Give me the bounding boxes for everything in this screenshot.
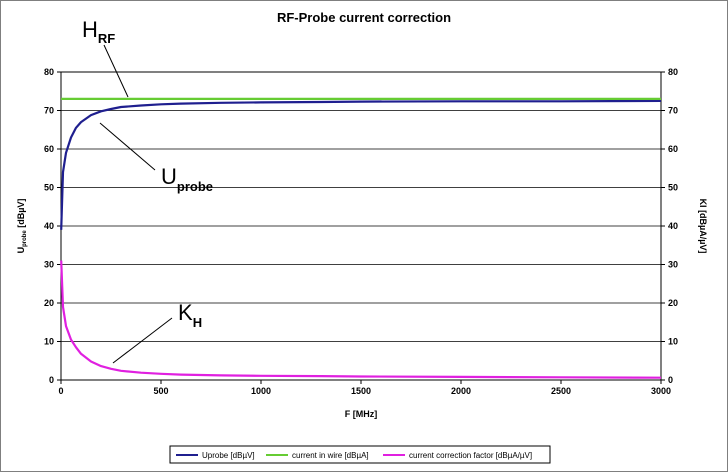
y2-tick-label: 10 <box>668 337 678 347</box>
y-tick-label: 10 <box>44 337 54 347</box>
y-tick-label: 40 <box>44 221 54 231</box>
y2-tick-label: 30 <box>668 260 678 270</box>
legend-label-current: current in wire [dBµA] <box>292 451 369 460</box>
y2-tick-label: 0 <box>668 375 673 385</box>
x-tick-label: 0 <box>58 386 63 396</box>
y-tick-label: 20 <box>44 298 54 308</box>
x-tick-label: 3000 <box>651 386 671 396</box>
chart-title: RF-Probe current correction <box>277 10 451 25</box>
y-tick-label: 80 <box>44 67 54 77</box>
y2-axis-ticks: 0 10 20 30 40 50 60 70 80 <box>661 67 678 385</box>
y-axis-ticks: 0 10 20 30 40 50 60 70 80 <box>44 67 61 385</box>
x-tick-label: 2000 <box>451 386 471 396</box>
callout-pointer-uprobe <box>99 122 156 171</box>
series-layer <box>60 97 662 379</box>
y2-axis-label: KI [dBµA/µV] <box>698 199 708 254</box>
callout-kh-sub: H <box>193 315 202 330</box>
y-tick-label: 70 <box>44 106 54 116</box>
y-tick-label: 30 <box>44 260 54 270</box>
legend-label-uprobe: Uprobe [dBµV] <box>202 451 255 460</box>
x-tick-label: 1500 <box>351 386 371 396</box>
series-line-correction-factor <box>60 260 662 379</box>
y2-tick-label: 40 <box>668 221 678 231</box>
series-line-uprobe <box>60 99 662 230</box>
x-tick-label: 1000 <box>251 386 271 396</box>
y2-tick-label: 50 <box>668 183 678 193</box>
callout-kh-main: K <box>178 300 193 325</box>
y-tick-label: 60 <box>44 144 54 154</box>
legend-label-correction: current correction factor [dBµA/µV] <box>409 451 532 460</box>
y-tick-label: 0 <box>49 375 54 385</box>
callout-hrf: HRF <box>82 17 115 46</box>
callout-uprobe-sub: probe <box>177 179 213 194</box>
y-axis-label-main: U <box>16 247 26 254</box>
callout-pointer-kh <box>112 317 173 364</box>
callout-uprobe: Uprobe <box>161 164 213 194</box>
y-axis-label-unit: [dBµV] <box>16 199 26 231</box>
y-axis-label-sub: probe <box>22 230 28 247</box>
callout-kh: KH <box>178 300 202 330</box>
callout-hrf-main: H <box>82 17 98 42</box>
gridlines <box>61 110 661 342</box>
callout-pointer-hrf <box>103 44 129 98</box>
x-tick-label: 500 <box>153 386 168 396</box>
x-axis-label: F [MHz] <box>345 409 378 419</box>
y2-tick-label: 70 <box>668 106 678 116</box>
legend: Uprobe [dBµV] current in wire [dBµA] cur… <box>169 445 551 464</box>
callout-hrf-sub: RF <box>98 31 115 46</box>
callouts: HRF Uprobe KH <box>82 17 213 364</box>
x-tick-label: 2500 <box>551 386 571 396</box>
y-tick-label: 50 <box>44 183 54 193</box>
x-axis-ticks: 0 500 1000 1500 2000 2500 3000 <box>58 380 671 396</box>
y2-tick-label: 60 <box>668 144 678 154</box>
legend-box <box>169 445 551 464</box>
y2-tick-label: 80 <box>668 67 678 77</box>
y-axis-label: Uprobe [dBµV] <box>16 199 28 254</box>
y2-tick-label: 20 <box>668 298 678 308</box>
callout-uprobe-main: U <box>161 164 177 189</box>
